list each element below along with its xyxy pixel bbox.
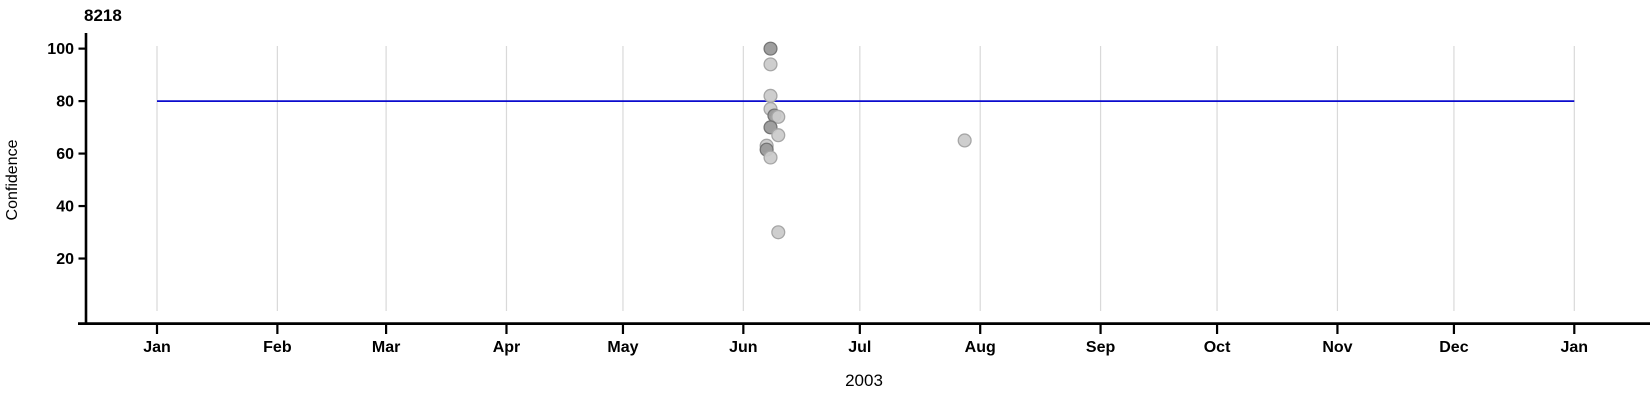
y-tick-label: 60 bbox=[56, 146, 74, 163]
x-tick-label: Sep bbox=[1086, 339, 1116, 356]
data-points bbox=[759, 41, 972, 240]
y-axis-ticks: 20 40 60 80 100 bbox=[47, 41, 86, 268]
y-tick-label: 80 bbox=[56, 94, 74, 111]
y-tick-label: 40 bbox=[56, 199, 74, 216]
x-axis-ticks: Jan Feb Mar Apr May Jun Jul Aug Sep Oct Nov Dec Jan bbox=[143, 325, 1588, 356]
x-tick-label: Jul bbox=[848, 339, 871, 356]
x-tick-label: Feb bbox=[263, 339, 292, 356]
x-tick-label: Oct bbox=[1204, 339, 1231, 356]
data-point bbox=[771, 109, 786, 124]
data-point bbox=[763, 57, 778, 72]
x-tick-label: Dec bbox=[1439, 339, 1468, 356]
y-axis-title: Confidence bbox=[4, 139, 21, 220]
data-point bbox=[957, 133, 972, 148]
data-point bbox=[771, 225, 786, 240]
x-axis-caption: 2003 bbox=[845, 371, 883, 390]
data-point bbox=[763, 150, 778, 165]
y-tick-label: 100 bbox=[47, 41, 74, 58]
data-point bbox=[763, 88, 778, 103]
x-tick-label: Apr bbox=[493, 339, 521, 356]
chart-title: 8218 bbox=[84, 6, 122, 25]
data-point bbox=[771, 128, 786, 143]
gridlines bbox=[156, 46, 1575, 311]
x-tick-label: Mar bbox=[372, 339, 400, 356]
x-tick-label: Nov bbox=[1322, 339, 1352, 356]
data-point bbox=[763, 41, 778, 56]
x-tick-label: Jan bbox=[1561, 339, 1589, 356]
x-tick-label: Aug bbox=[965, 339, 996, 356]
x-tick-label: May bbox=[607, 339, 638, 356]
x-tick-label: Jan bbox=[143, 339, 171, 356]
x-tick-label: Jun bbox=[729, 339, 757, 356]
y-tick-label: 20 bbox=[56, 251, 74, 268]
